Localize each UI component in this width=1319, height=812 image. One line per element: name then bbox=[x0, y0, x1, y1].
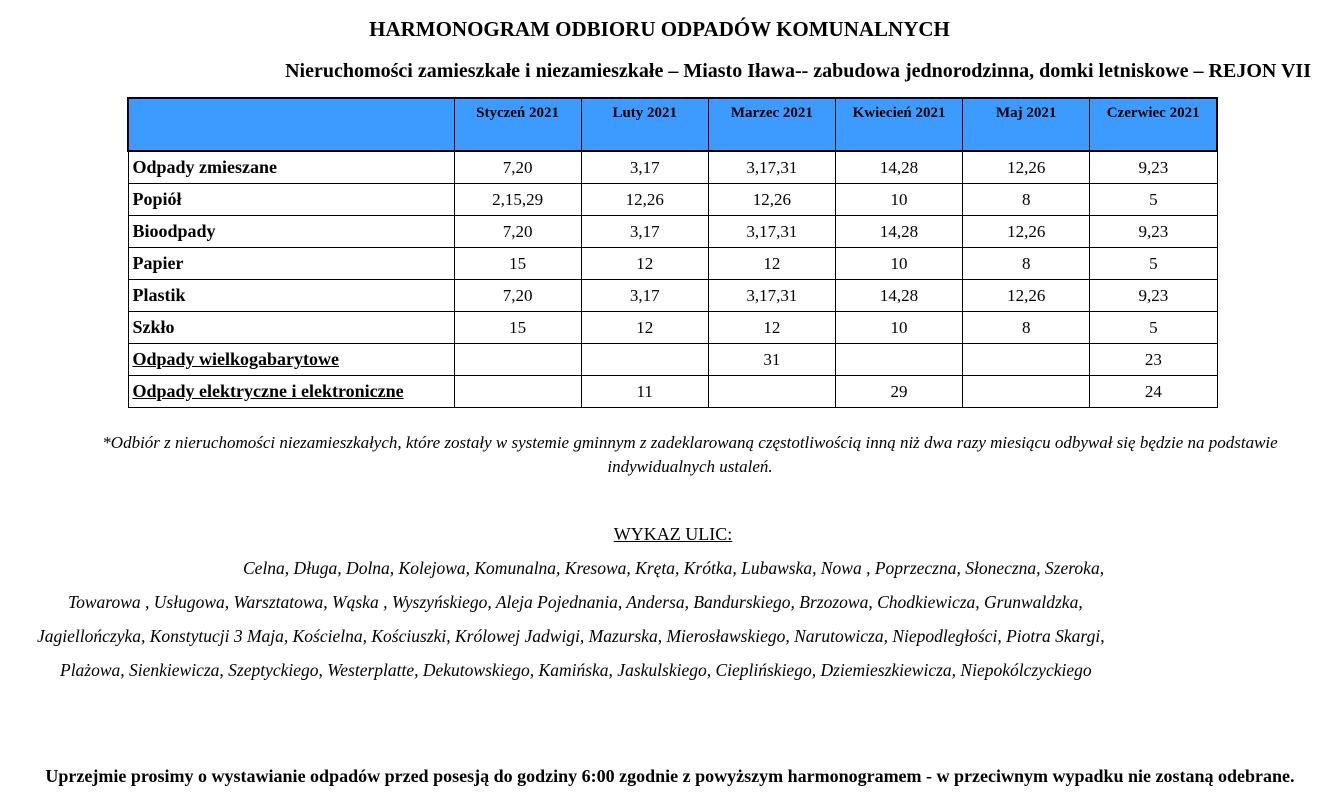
date-cell: 5 bbox=[1089, 311, 1218, 344]
date-cell: 24 bbox=[1089, 375, 1218, 408]
date-cell bbox=[707, 375, 836, 408]
date-cell: 14,28 bbox=[834, 215, 964, 248]
row-label: Odpady zmieszane bbox=[127, 150, 455, 184]
date-cell: 3,17,31 bbox=[707, 150, 836, 184]
date-cell: 9,23 bbox=[1089, 279, 1218, 312]
header-month: Luty 2021 bbox=[580, 97, 709, 152]
date-cell: 15 bbox=[453, 311, 582, 344]
date-cell: 8 bbox=[962, 183, 1091, 216]
date-cell: 14,28 bbox=[834, 150, 964, 184]
row-label: Plastik bbox=[127, 279, 455, 312]
date-cell: 7,20 bbox=[453, 215, 582, 248]
date-cell: 9,23 bbox=[1089, 150, 1218, 184]
header-month: Styczeń 2021 bbox=[453, 97, 582, 152]
date-cell bbox=[962, 343, 1091, 376]
row-label: Odpady elektryczne i elektroniczne bbox=[127, 375, 455, 408]
header-month: Maj 2021 bbox=[962, 97, 1091, 152]
schedule-table: Styczeń 2021 Luty 2021 Marzec 2021 Kwiecień… bbox=[127, 97, 1218, 408]
footer-notice: Uprzejmie prosimy o wystawianie odpadów … bbox=[45, 766, 1295, 786]
row-label: Bioodpady bbox=[127, 215, 455, 248]
table-row: Odpady elektryczne i elektroniczne 11 29 24 bbox=[127, 375, 1218, 408]
date-cell: 8 bbox=[962, 247, 1091, 280]
date-cell bbox=[962, 375, 1091, 408]
date-cell: 23 bbox=[1089, 343, 1218, 376]
date-cell: 10 bbox=[834, 183, 964, 216]
streets-line: Celna, Długa, Dolna, Kolejowa, Komunalna… bbox=[243, 558, 1105, 578]
date-cell: 3,17,31 bbox=[707, 215, 836, 248]
date-cell: 3,17 bbox=[580, 150, 709, 184]
table-row: Plastik 7,20 3,17 3,17,31 14,28 12,26 9,23 bbox=[127, 279, 1218, 312]
row-label: Odpady wielkogabarytowe bbox=[127, 343, 455, 376]
date-cell: 5 bbox=[1089, 247, 1218, 280]
date-cell: 5 bbox=[1089, 183, 1218, 216]
table-row: Odpady wielkogabarytowe 31 23 bbox=[127, 343, 1218, 376]
header-empty-cell bbox=[127, 97, 455, 152]
date-cell bbox=[453, 343, 582, 376]
date-cell: 7,20 bbox=[453, 150, 582, 184]
streets-line: Plażowa, Sienkiewicza, Szeptyckiego, Wes… bbox=[60, 660, 1092, 680]
date-cell: 3,17,31 bbox=[707, 279, 836, 312]
date-cell bbox=[834, 343, 964, 376]
date-cell: 12,26 bbox=[580, 183, 709, 216]
date-cell: 12,26 bbox=[962, 215, 1091, 248]
date-cell: 31 bbox=[707, 343, 836, 376]
table-row: Odpady zmieszane 7,20 3,17 3,17,31 14,28 12,2… bbox=[127, 150, 1218, 184]
date-cell: 3,17 bbox=[580, 215, 709, 248]
header-month: Marzec 2021 bbox=[707, 97, 836, 152]
date-cell: 10 bbox=[834, 311, 964, 344]
date-cell: 15 bbox=[453, 247, 582, 280]
table-row: Bioodpady 7,20 3,17 3,17,31 14,28 12,26 9,23 bbox=[127, 215, 1218, 248]
date-cell: 12,26 bbox=[707, 183, 836, 216]
row-label: Szkło bbox=[127, 311, 455, 344]
streets-line: Towarowa , Usługowa, Warsztatowa, Wąska … bbox=[68, 592, 1083, 612]
date-cell: 12,26 bbox=[962, 279, 1091, 312]
date-cell: 12 bbox=[580, 311, 709, 344]
streets-heading: WYKAZ ULIC: bbox=[613, 524, 733, 544]
date-cell: 12 bbox=[707, 247, 836, 280]
date-cell: 12 bbox=[580, 247, 709, 280]
document-subtitle: Nieruchomości zamieszkałe i niezamieszka… bbox=[285, 60, 1311, 82]
date-cell: 14,28 bbox=[834, 279, 964, 312]
date-cell: 11 bbox=[580, 375, 709, 408]
table-header-row: Styczeń 2021 Luty 2021 Marzec 2021 Kwiecień… bbox=[127, 97, 1218, 152]
date-cell bbox=[580, 343, 709, 376]
header-month: Czerwiec 2021 bbox=[1089, 97, 1218, 152]
table-row: Popiół 2,15,29 12,26 12,26 10 8 5 bbox=[127, 183, 1218, 216]
footnote: *Odbiór z nieruchomości niezamieszkałych… bbox=[102, 433, 1278, 476]
date-cell: 9,23 bbox=[1089, 215, 1218, 248]
header-month: Kwiecień 2021 bbox=[834, 97, 964, 152]
date-cell bbox=[453, 375, 582, 408]
date-cell: 29 bbox=[834, 375, 964, 408]
document-title: HARMONOGRAM ODBIORU ODPADÓW KOMUNALNYCH bbox=[369, 17, 950, 41]
streets-line: Jagiellończyka, Konstytucji 3 Maja, Kośc… bbox=[37, 626, 1105, 646]
row-label: Papier bbox=[127, 247, 455, 280]
table-row: Szkło 15 12 12 10 8 5 bbox=[127, 311, 1218, 344]
date-cell: 2,15,29 bbox=[453, 183, 582, 216]
table-row: Papier 15 12 12 10 8 5 bbox=[127, 247, 1218, 280]
date-cell: 8 bbox=[962, 311, 1091, 344]
date-cell: 10 bbox=[834, 247, 964, 280]
date-cell: 3,17 bbox=[580, 279, 709, 312]
date-cell: 7,20 bbox=[453, 279, 582, 312]
date-cell: 12 bbox=[707, 311, 836, 344]
date-cell: 12,26 bbox=[962, 150, 1091, 184]
row-label: Popiół bbox=[127, 183, 455, 216]
